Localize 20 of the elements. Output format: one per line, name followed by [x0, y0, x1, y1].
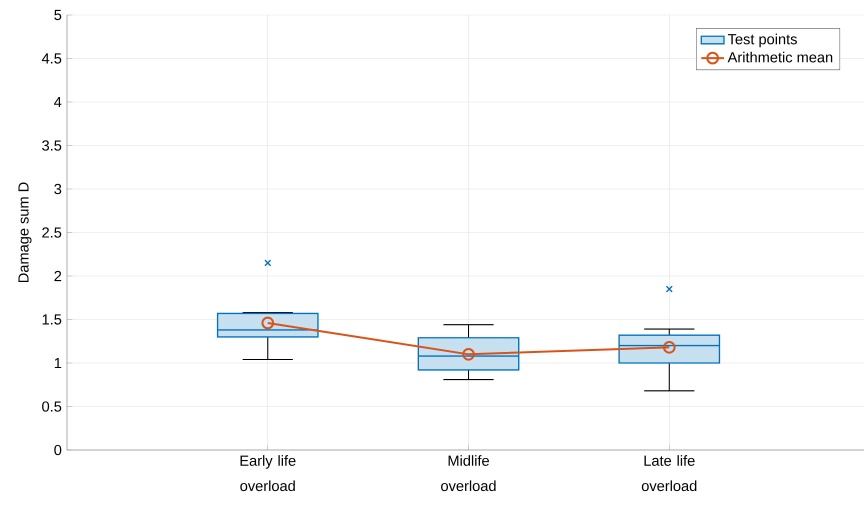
- y-tick-label: 0.5: [42, 401, 62, 412]
- y-tick-label: 1: [54, 358, 62, 368]
- y-tick-label: 0: [54, 444, 62, 456]
- y-tick-label: 3: [54, 184, 62, 194]
- y-axis-title: Damage sum D: [18, 182, 32, 282]
- y-tick-label: 1.5: [42, 314, 62, 325]
- x-tick-label: Midlife overload: [441, 455, 496, 492]
- x-tick-label: Late life overload: [642, 455, 696, 492]
- y-tick-label: 4: [54, 96, 62, 108]
- point: [462, 348, 475, 361]
- y-tick-label: 3.5: [42, 140, 62, 151]
- y-tick-label: 2.5: [42, 227, 62, 238]
- point: [261, 316, 274, 330]
- y-tick-label: 2: [54, 270, 62, 282]
- legend-label: Test points: [728, 34, 797, 48]
- y-tick-label: 5: [54, 10, 62, 20]
- y-tick-label: 4.5: [42, 53, 62, 64]
- point: [662, 341, 676, 354]
- x-tick-label: Early life overload: [240, 455, 296, 492]
- legend-label: Arithmetic mean: [728, 52, 832, 62]
